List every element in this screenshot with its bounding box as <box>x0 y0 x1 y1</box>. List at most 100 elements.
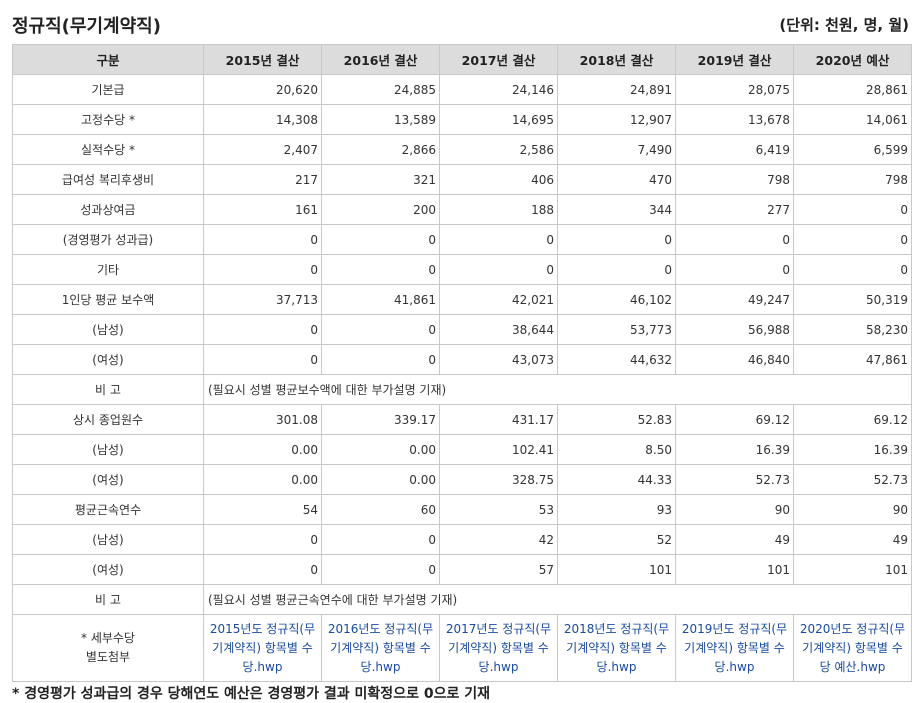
attachment-cell: 2020년도 정규직(무기계약직) 항목별 수당 예산.hwp <box>793 614 912 682</box>
value-cell: 470 <box>557 164 676 195</box>
header-year-col: 2015년 결산 <box>203 44 322 75</box>
value-cell: 28,075 <box>675 74 794 105</box>
row-label: 비 고 <box>12 374 204 405</box>
table-row: (여성) 0.00 0.00 328.75 44.33 52.73 52.73 <box>12 464 912 495</box>
value-cell: 7,490 <box>557 134 676 165</box>
table-row: 평균근속연수 54 60 53 93 90 90 <box>12 494 912 525</box>
remark-cell: (필요시 성별 평균근속연수에 대한 부가설명 기재) <box>203 584 912 615</box>
value-cell: 339.17 <box>321 404 440 435</box>
value-cell: 0 <box>321 254 440 285</box>
value-cell: 6,419 <box>675 134 794 165</box>
attachment-link[interactable]: 2018년도 정규직(무기계약직) 항목별 수당.hwp <box>563 621 670 674</box>
value-cell: 0 <box>321 524 440 555</box>
value-cell: 38,644 <box>439 314 558 345</box>
table-row: 실적수당 * 2,407 2,866 2,586 7,490 6,419 6,599 <box>12 134 912 165</box>
table-row: 기타 0 0 0 0 0 0 <box>12 254 912 285</box>
value-cell: 54 <box>203 494 322 525</box>
value-cell: 28,861 <box>793 74 912 105</box>
header-year-col: 2017년 결산 <box>439 44 558 75</box>
value-cell: 0 <box>439 224 558 255</box>
value-cell: 0 <box>793 254 912 285</box>
table-row: (남성) 0 0 42 52 49 49 <box>12 524 912 555</box>
value-cell: 2,866 <box>321 134 440 165</box>
value-cell: 47,861 <box>793 344 912 375</box>
value-cell: 53 <box>439 494 558 525</box>
row-label: 평균근속연수 <box>12 494 204 525</box>
value-cell: 8.50 <box>557 434 676 465</box>
value-cell: 0 <box>675 254 794 285</box>
value-cell: 188 <box>439 194 558 225</box>
attachment-link[interactable]: 2017년도 정규직(무기계약직) 항목별 수당.hwp <box>445 621 552 674</box>
value-cell: 328.75 <box>439 464 558 495</box>
attachment-link[interactable]: 2020년도 정규직(무기계약직) 항목별 수당 예산.hwp <box>799 621 906 674</box>
value-cell: 431.17 <box>439 404 558 435</box>
value-cell: 277 <box>675 194 794 225</box>
value-cell: 49 <box>675 524 794 555</box>
value-cell: 0 <box>321 344 440 375</box>
row-label: (경영평가 성과급) <box>12 224 204 255</box>
value-cell: 49 <box>793 524 912 555</box>
attachment-link[interactable]: 2015년도 정규직(무기계약직) 항목별 수당.hwp <box>209 621 316 674</box>
row-label: 실적수당 * <box>12 134 204 165</box>
value-cell: 0 <box>557 224 676 255</box>
value-cell: 0 <box>557 254 676 285</box>
value-cell: 24,146 <box>439 74 558 105</box>
value-cell: 0 <box>203 224 322 255</box>
row-label: (남성) <box>12 434 204 465</box>
value-cell: 161 <box>203 194 322 225</box>
value-cell: 57 <box>439 554 558 585</box>
value-cell: 0.00 <box>203 434 322 465</box>
attachment-cell: 2017년도 정규직(무기계약직) 항목별 수당.hwp <box>439 614 558 682</box>
value-cell: 16.39 <box>793 434 912 465</box>
row-label: 기본급 <box>12 74 204 105</box>
row-label: (여성) <box>12 344 204 375</box>
value-cell: 43,073 <box>439 344 558 375</box>
value-cell: 200 <box>321 194 440 225</box>
attachment-link[interactable]: 2016년도 정규직(무기계약직) 항목별 수당.hwp <box>327 621 434 674</box>
attachment-cell: 2015년도 정규직(무기계약직) 항목별 수당.hwp <box>203 614 322 682</box>
row-label: 1인당 평균 보수액 <box>12 284 204 315</box>
row-label: 상시 종업원수 <box>12 404 204 435</box>
salary-table: 구분 2015년 결산 2016년 결산 2017년 결산 2018년 결산 2019년 … <box>12 44 912 682</box>
value-cell: 69.12 <box>675 404 794 435</box>
value-cell: 52.83 <box>557 404 676 435</box>
value-cell: 50,319 <box>793 284 912 315</box>
value-cell: 102.41 <box>439 434 558 465</box>
value-cell: 301.08 <box>203 404 322 435</box>
value-cell: 0.00 <box>203 464 322 495</box>
header-year-col: 2019년 결산 <box>675 44 794 75</box>
value-cell: 60 <box>321 494 440 525</box>
header-category: 구분 <box>12 44 204 75</box>
table-row: 상시 종업원수 301.08 339.17 431.17 52.83 69.12 69.12 <box>12 404 912 435</box>
row-label: 기타 <box>12 254 204 285</box>
value-cell: 46,102 <box>557 284 676 315</box>
value-cell: 44,632 <box>557 344 676 375</box>
unit-label: (단위: 천원, 명, 월) <box>779 16 909 34</box>
value-cell: 0 <box>439 254 558 285</box>
value-cell: 101 <box>793 554 912 585</box>
value-cell: 52 <box>557 524 676 555</box>
row-label: (여성) <box>12 464 204 495</box>
value-cell: 24,885 <box>321 74 440 105</box>
value-cell: 93 <box>557 494 676 525</box>
value-cell: 46,840 <box>675 344 794 375</box>
table-row: (여성) 0 0 43,073 44,632 46,840 47,861 <box>12 344 912 375</box>
value-cell: 44.33 <box>557 464 676 495</box>
value-cell: 16.39 <box>675 434 794 465</box>
value-cell: 49,247 <box>675 284 794 315</box>
value-cell: 42 <box>439 524 558 555</box>
value-cell: 24,891 <box>557 74 676 105</box>
value-cell: 101 <box>557 554 676 585</box>
table-row: (여성) 0 0 57 101 101 101 <box>12 554 912 585</box>
attachment-link[interactable]: 2019년도 정규직(무기계약직) 항목별 수당.hwp <box>681 621 788 674</box>
attachment-cell: 2016년도 정규직(무기계약직) 항목별 수당.hwp <box>321 614 440 682</box>
value-cell: 90 <box>675 494 794 525</box>
value-cell: 0.00 <box>321 464 440 495</box>
attachment-cell: 2019년도 정규직(무기계약직) 항목별 수당.hwp <box>675 614 794 682</box>
value-cell: 42,021 <box>439 284 558 315</box>
value-cell: 798 <box>675 164 794 195</box>
value-cell: 0 <box>203 524 322 555</box>
value-cell: 0 <box>793 194 912 225</box>
row-label: (남성) <box>12 314 204 345</box>
value-cell: 0 <box>203 344 322 375</box>
